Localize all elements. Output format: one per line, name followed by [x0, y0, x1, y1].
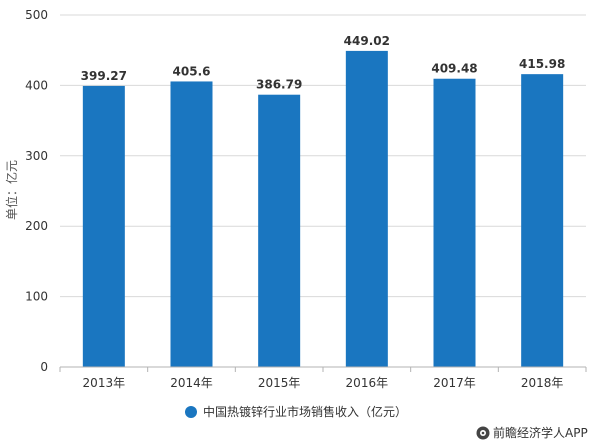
y-tick-label: 500 — [25, 8, 48, 22]
y-tick-label: 400 — [25, 78, 48, 92]
x-tick-label: 2015年 — [258, 376, 301, 390]
y-tick-label: 0 — [40, 360, 48, 374]
legend[interactable]: 中国热镀锌行业市场销售收入（亿元） — [185, 404, 407, 419]
x-axis: 2013年 2014年 2015年 2016年 2017年 2018年 — [59, 366, 587, 390]
bar[interactable] — [521, 74, 564, 367]
y-tick-label: 200 — [25, 219, 48, 233]
x-tick-label: 2016年 — [346, 376, 389, 390]
x-tick-label: 2017年 — [433, 376, 476, 390]
x-tick-label: 2013年 — [83, 376, 126, 390]
bars — [82, 50, 564, 368]
legend-label: 中国热镀锌行业市场销售收入（亿元） — [203, 404, 407, 419]
bar[interactable] — [170, 81, 213, 367]
bar[interactable] — [345, 50, 388, 367]
y-tick-label: 100 — [25, 290, 48, 304]
data-labels: 399.27 405.6 386.79 449.02 409.48 415.98 — [81, 34, 566, 92]
bar[interactable] — [258, 94, 301, 368]
data-label: 409.48 — [431, 62, 477, 76]
data-label: 386.79 — [256, 78, 302, 92]
legend-marker — [185, 406, 197, 418]
credit: 前瞻经济学人APP — [476, 425, 588, 440]
y-axis: 0 100 200 300 400 500 — [25, 8, 48, 374]
data-label: 415.98 — [519, 57, 565, 71]
brand-logo-icon — [476, 426, 490, 440]
credit-text: 前瞻经济学人APP — [493, 425, 588, 440]
bar[interactable] — [82, 85, 125, 368]
x-tick-label: 2018年 — [521, 376, 564, 390]
bar[interactable] — [433, 78, 476, 368]
y-tick-label: 300 — [25, 149, 48, 163]
data-label: 399.27 — [81, 69, 127, 83]
gridlines — [60, 14, 586, 298]
data-label: 405.6 — [173, 64, 211, 78]
x-tick-label: 2014年 — [170, 376, 213, 390]
y-axis-label: 单位：亿元 — [4, 160, 19, 220]
data-label: 449.02 — [344, 34, 390, 48]
